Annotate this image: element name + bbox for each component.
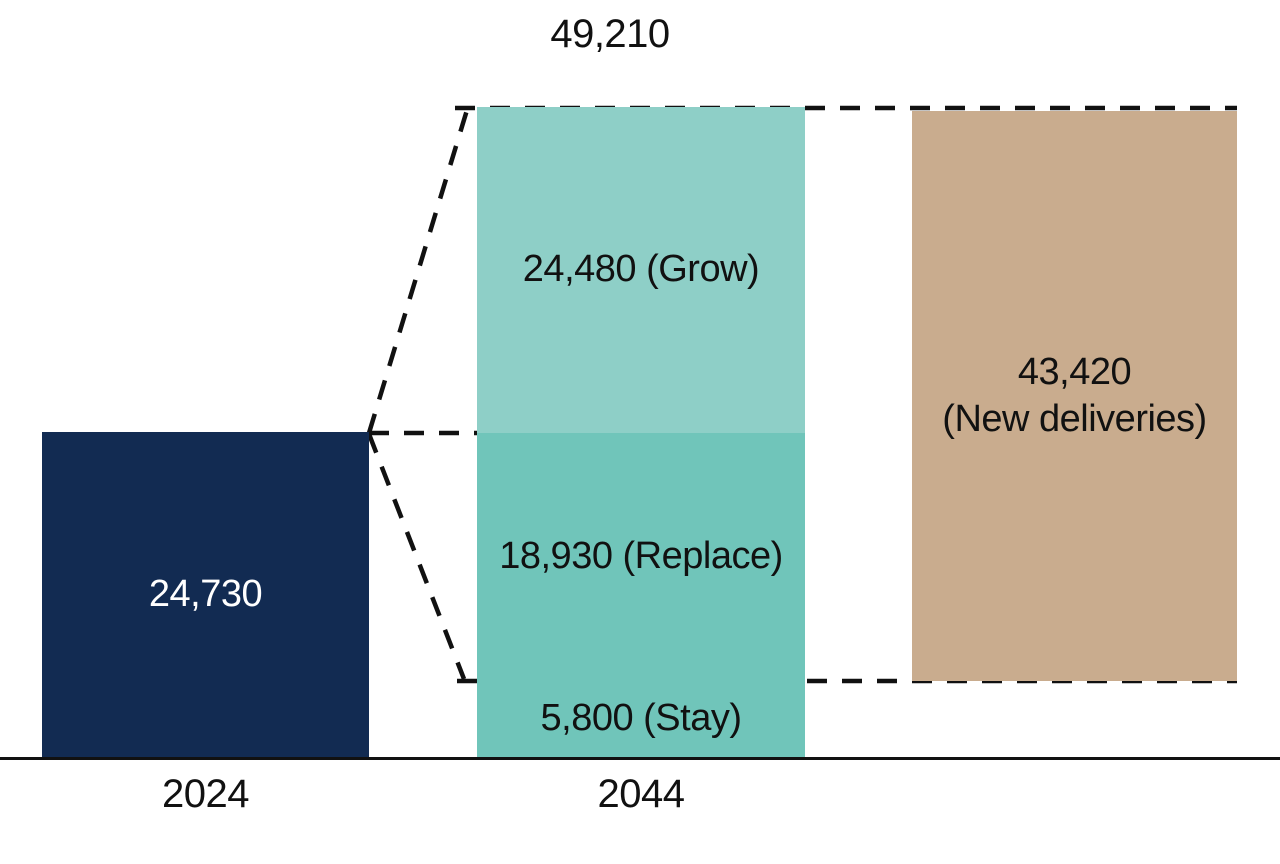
x-axis-line: [0, 757, 1280, 760]
new-deliveries-value: 43,420: [1017, 350, 1132, 393]
segment-stay: 5,800 (Stay): [477, 681, 805, 757]
bar-new-deliveries-label: 43,420 (New deliveries): [942, 349, 1207, 444]
segment-replace-label: 18,930 (Replace): [499, 535, 783, 578]
bar-new-deliveries: 43,420 (New deliveries): [912, 111, 1237, 681]
x-axis-label-2024: 2024: [162, 772, 249, 816]
segment-stay-label: 5,800 (Stay): [540, 697, 743, 740]
segment-grow-label: 24,480 (Grow): [522, 248, 760, 291]
segment-replace: 18,930 (Replace): [477, 433, 805, 681]
x-axis-label-2044: 2044: [597, 772, 685, 816]
new-deliveries-caption: (New deliveries): [942, 398, 1207, 440]
total-2044-label: 49,210: [550, 12, 670, 56]
bar-2024-value-label: 24,730: [148, 572, 263, 615]
connector-lower-diagonal: [366, 433, 467, 680]
connector-upper-diagonal: [366, 109, 470, 434]
segment-grow: 24,480 (Grow): [477, 107, 805, 433]
bar-2024: 24,730: [42, 432, 369, 757]
